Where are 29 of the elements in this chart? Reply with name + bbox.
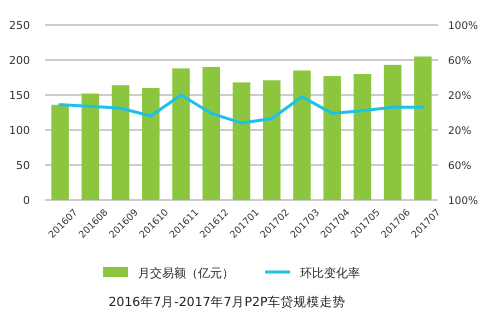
line-series	[58, 94, 424, 124]
bar	[112, 85, 130, 200]
y-tick-label: 200	[9, 54, 30, 67]
y-tick-label: 50	[16, 159, 30, 172]
y2-tick-label: 60%	[448, 160, 472, 172]
bar	[384, 64, 402, 200]
bar	[232, 82, 250, 200]
y2-tick-label: 20%	[448, 90, 472, 102]
y2-tick-label: 100%	[448, 195, 478, 207]
legend-label: 月交易额（亿元）	[138, 266, 234, 280]
y-tick-label: 250	[9, 19, 30, 32]
bar	[172, 68, 190, 200]
bar	[262, 80, 280, 200]
bar	[293, 70, 311, 200]
bar	[82, 94, 100, 200]
bar	[202, 67, 220, 200]
y2-tick-label: 20%	[448, 125, 472, 137]
bar	[354, 74, 372, 200]
y-tick-label: 100	[9, 124, 30, 137]
y2-tick-label: 100%	[448, 20, 478, 32]
legend-label: 环比变化率	[300, 266, 360, 280]
bar	[51, 104, 69, 200]
y2-tick-label: 60%	[448, 55, 472, 67]
text: 2016年7月-2017年7月P2P车贷规模走势	[108, 294, 346, 309]
bar	[414, 56, 432, 200]
bar	[142, 88, 160, 200]
y-tick-label: 0	[23, 194, 30, 207]
y-tick-label: 150	[9, 89, 30, 102]
bar	[323, 76, 341, 200]
